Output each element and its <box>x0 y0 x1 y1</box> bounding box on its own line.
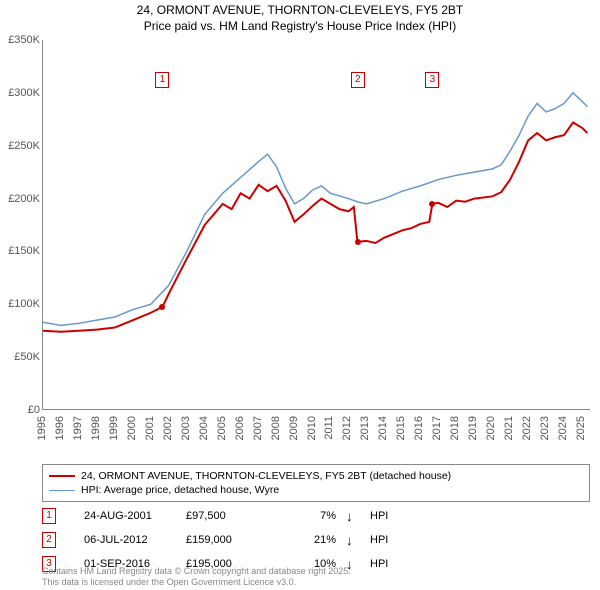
footer-line-2: This data is licensed under the Open Gov… <box>42 577 351 588</box>
x-tick-label: 1995 <box>36 416 48 440</box>
x-tick-label: 2001 <box>144 416 156 440</box>
x-tick-label: 2016 <box>413 416 425 440</box>
x-tick-label: 2014 <box>377 416 389 440</box>
y-tick-label: £350K <box>8 34 40 46</box>
legend-row: HPI: Average price, detached house, Wyre <box>49 483 583 497</box>
y-tick-label: £100K <box>8 298 40 310</box>
legend: 24, ORMONT AVENUE, THORNTON-CLEVELEYS, F… <box>42 464 590 502</box>
sale-hpi: HPI <box>370 510 400 522</box>
x-tick-label: 2007 <box>252 416 264 440</box>
plot-area: 1 2 3 <box>42 40 590 410</box>
x-tick-label: 2009 <box>288 416 300 440</box>
x-tick-label: 2006 <box>234 416 246 440</box>
x-tick-label: 2002 <box>162 416 174 440</box>
chart-marker: 2 <box>351 72 365 88</box>
sale-point <box>355 239 361 245</box>
x-tick-label: 2023 <box>539 416 551 440</box>
sale-point <box>429 201 435 207</box>
x-tick-label: 1998 <box>90 416 102 440</box>
sale-date: 24-AUG-2001 <box>66 510 176 522</box>
x-tick-label: 2004 <box>198 416 210 440</box>
sale-arrow: ↓ <box>346 533 360 548</box>
x-tick-label: 2015 <box>395 416 407 440</box>
chart-marker: 3 <box>425 72 439 88</box>
x-tick-label: 1996 <box>54 416 66 440</box>
legend-swatch <box>49 490 75 491</box>
x-tick-label: 2008 <box>270 416 282 440</box>
legend-row: 24, ORMONT AVENUE, THORNTON-CLEVELEYS, F… <box>49 469 583 483</box>
x-tick-label: 1997 <box>72 416 84 440</box>
legend-label: 24, ORMONT AVENUE, THORNTON-CLEVELEYS, F… <box>81 470 451 482</box>
sale-price: £159,000 <box>186 534 286 546</box>
sale-hpi: HPI <box>370 534 400 546</box>
x-tick-label: 2018 <box>449 416 461 440</box>
sale-pct: 7% <box>296 510 336 522</box>
series-hpi <box>43 93 587 326</box>
x-tick-label: 2024 <box>557 416 569 440</box>
legend-label: HPI: Average price, detached house, Wyre <box>81 484 279 496</box>
x-tick-label: 1999 <box>108 416 120 440</box>
sale-date: 06-JUL-2012 <box>66 534 176 546</box>
sale-marker: 1 <box>42 508 56 524</box>
sale-pct: 21% <box>296 534 336 546</box>
y-tick-label: £200K <box>8 193 40 205</box>
x-tick-label: 2025 <box>575 416 587 440</box>
title-line-2: Price paid vs. HM Land Registry's House … <box>0 18 600 34</box>
x-tick-label: 2012 <box>341 416 353 440</box>
x-tick-label: 2003 <box>180 416 192 440</box>
y-tick-label: £0 <box>28 404 40 416</box>
x-tick-label: 2017 <box>431 416 443 440</box>
sale-row: 1 24-AUG-2001 £97,500 7% ↓ HPI <box>42 504 590 528</box>
x-tick-label: 2011 <box>323 416 335 440</box>
title-line-1: 24, ORMONT AVENUE, THORNTON-CLEVELEYS, F… <box>0 2 600 18</box>
sale-point <box>159 304 165 310</box>
legend-swatch <box>49 475 75 477</box>
footer-line-1: Contains HM Land Registry data © Crown c… <box>42 566 351 577</box>
x-tick-label: 2010 <box>306 416 318 440</box>
sale-row: 2 06-JUL-2012 £159,000 21% ↓ HPI <box>42 528 590 552</box>
x-tick-label: 2022 <box>521 416 533 440</box>
x-axis: 1995199619971998199920002001200220032004… <box>42 410 590 460</box>
title-block: 24, ORMONT AVENUE, THORNTON-CLEVELEYS, F… <box>0 0 600 34</box>
chart-lines <box>43 40 590 409</box>
chart-marker: 1 <box>155 72 169 88</box>
sale-arrow: ↓ <box>346 509 360 524</box>
x-tick-label: 2020 <box>485 416 497 440</box>
y-tick-label: £250K <box>8 140 40 152</box>
y-axis: £0£50K£100K£150K£200K£250K£300K£350K <box>0 40 42 410</box>
x-tick-label: 2021 <box>503 416 515 440</box>
series-property <box>43 122 587 331</box>
sale-price: £97,500 <box>186 510 286 522</box>
sale-hpi: HPI <box>370 558 400 570</box>
y-tick-label: £150K <box>8 245 40 257</box>
x-tick-label: 2013 <box>359 416 371 440</box>
chart: £0£50K£100K£150K£200K£250K£300K£350K 123… <box>0 40 600 460</box>
y-tick-label: £50K <box>14 351 40 363</box>
sale-marker: 2 <box>42 532 56 548</box>
x-tick-label: 2019 <box>467 416 479 440</box>
x-tick-label: 2000 <box>126 416 138 440</box>
x-tick-label: 2005 <box>216 416 228 440</box>
y-tick-label: £300K <box>8 87 40 99</box>
footer: Contains HM Land Registry data © Crown c… <box>42 566 351 589</box>
